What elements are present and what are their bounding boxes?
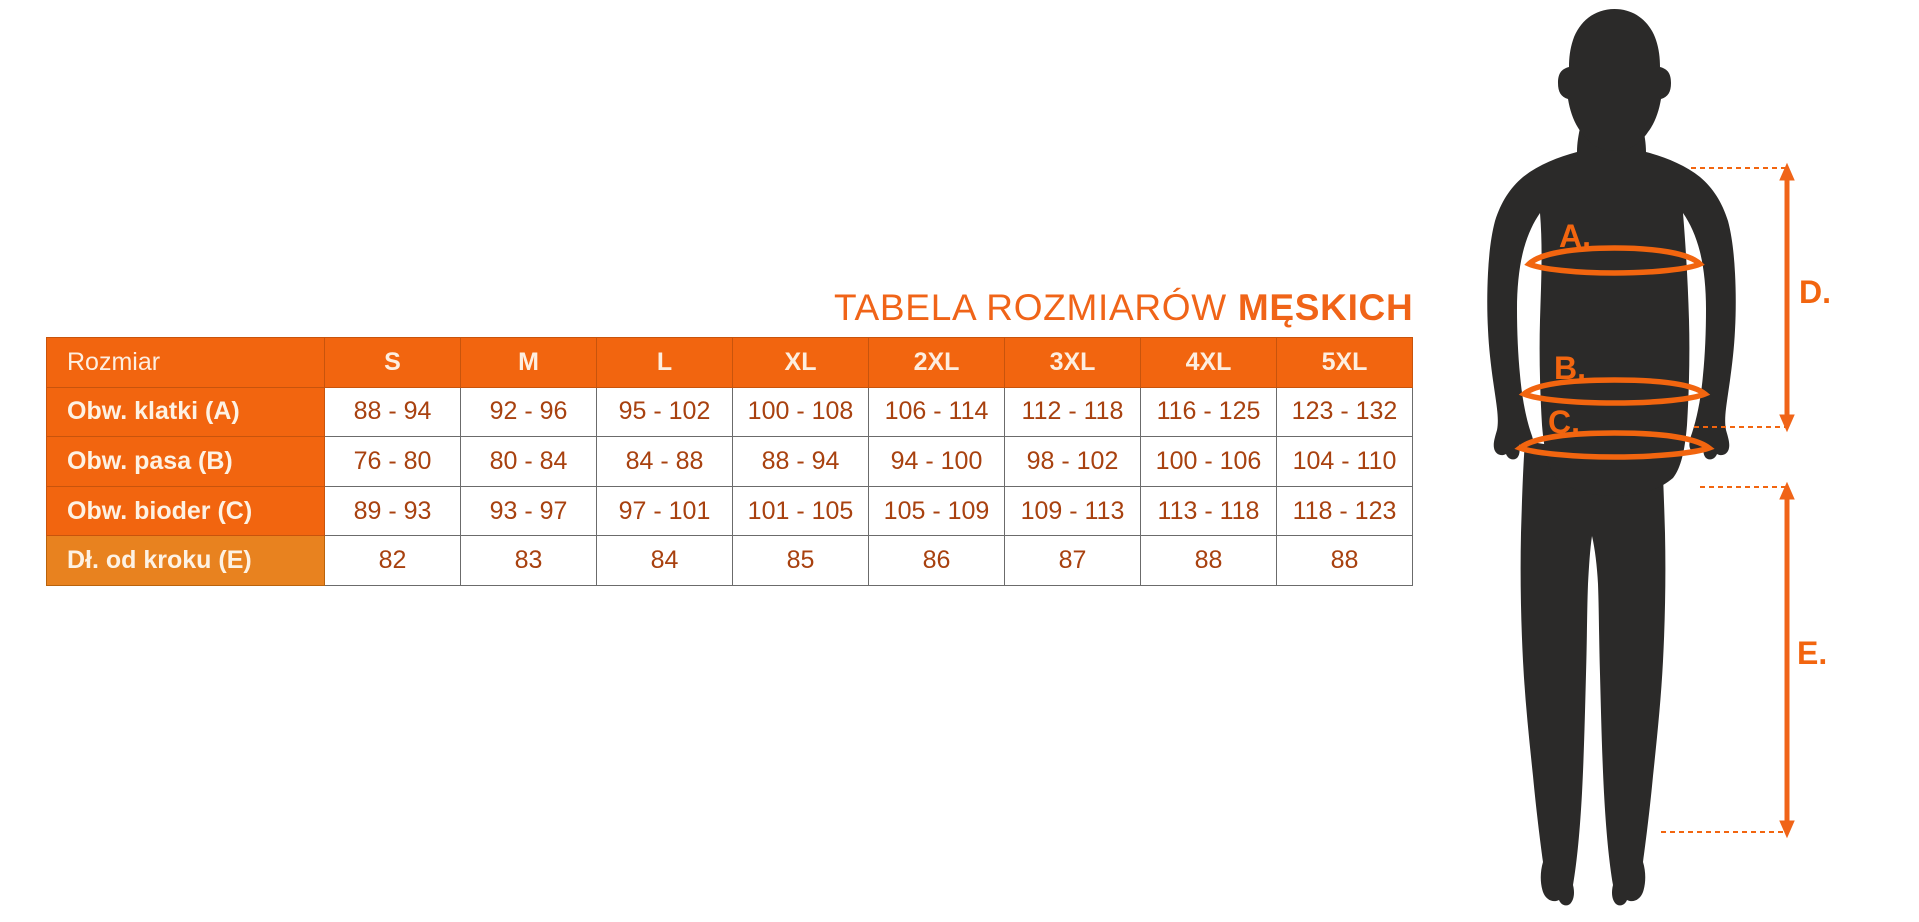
svg-text:E.: E. — [1797, 635, 1827, 671]
svg-text:B.: B. — [1554, 350, 1586, 386]
svg-text:C.: C. — [1548, 404, 1580, 440]
svg-text:D.: D. — [1799, 274, 1831, 310]
svg-text:A.: A. — [1559, 218, 1591, 254]
